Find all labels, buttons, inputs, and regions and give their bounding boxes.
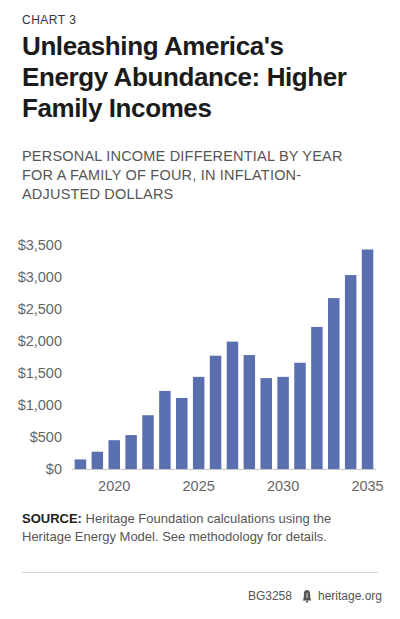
site: heritage.org [318, 589, 382, 603]
bar [345, 275, 356, 469]
bell-clapper [306, 601, 308, 603]
footer-rule [22, 572, 378, 573]
y-tick [68, 277, 72, 278]
source-space [82, 511, 86, 526]
subtitle: PERSONAL INCOME DIFFERENTIAL BY YEAR FOR… [22, 147, 372, 204]
bar [125, 435, 136, 469]
bar [227, 342, 238, 469]
title: Unleashing America's Energy Abundance: H… [22, 31, 372, 124]
bar [362, 249, 373, 469]
x-tick-label: 2025 [183, 478, 215, 494]
y-tick [68, 245, 72, 246]
y-tick-label: $1,000 [18, 397, 62, 413]
y-tick-label: $2,000 [18, 333, 62, 349]
x-axis [72, 469, 376, 470]
bar [193, 377, 204, 469]
bell-shape [302, 590, 311, 601]
chart: $0 $500 $1,000 $1,500 $2,000 $2,500 $3,000 $3,5… [0, 190, 400, 505]
y-tick [68, 437, 72, 438]
y-tick-label: $3,000 [18, 269, 62, 285]
bar [159, 391, 170, 469]
bar [142, 415, 153, 469]
y-tick [68, 373, 72, 374]
bars [75, 249, 374, 469]
footer: BG3258 heritage.org [248, 589, 382, 603]
page: {"chart_data": { "type": "bar", "kicker"… [0, 0, 400, 619]
y-tick [68, 405, 72, 406]
bar [277, 377, 288, 469]
source: SOURCE: Heritage Foundation calculations… [22, 510, 382, 546]
y-tick-label: $3,500 [18, 237, 62, 253]
y-tick [68, 469, 72, 470]
x-tick-label: 2035 [351, 478, 383, 494]
y-tick-label: $0 [46, 461, 62, 477]
bar [294, 363, 305, 469]
report-code: BG3258 [248, 589, 292, 603]
x-tick-label: 2020 [98, 478, 130, 494]
y-tick-label: $500 [30, 429, 62, 445]
bar [244, 355, 255, 469]
y-tick [68, 309, 72, 310]
kicker: CHART 3 [22, 13, 76, 27]
y-tick-label: $1,500 [18, 365, 62, 381]
y-tick [68, 341, 72, 342]
bell-icon [300, 589, 314, 603]
source-label: SOURCE: [22, 511, 82, 526]
bar [75, 459, 86, 469]
bell-crack [306, 593, 308, 598]
y-tick-label: $2,500 [18, 301, 62, 317]
bar [260, 378, 271, 469]
bar [92, 452, 103, 469]
x-tick-label: 2030 [267, 478, 299, 494]
bar [176, 398, 187, 469]
bar [328, 298, 339, 469]
bar [311, 327, 322, 469]
bar [108, 440, 119, 469]
bar [210, 356, 221, 469]
